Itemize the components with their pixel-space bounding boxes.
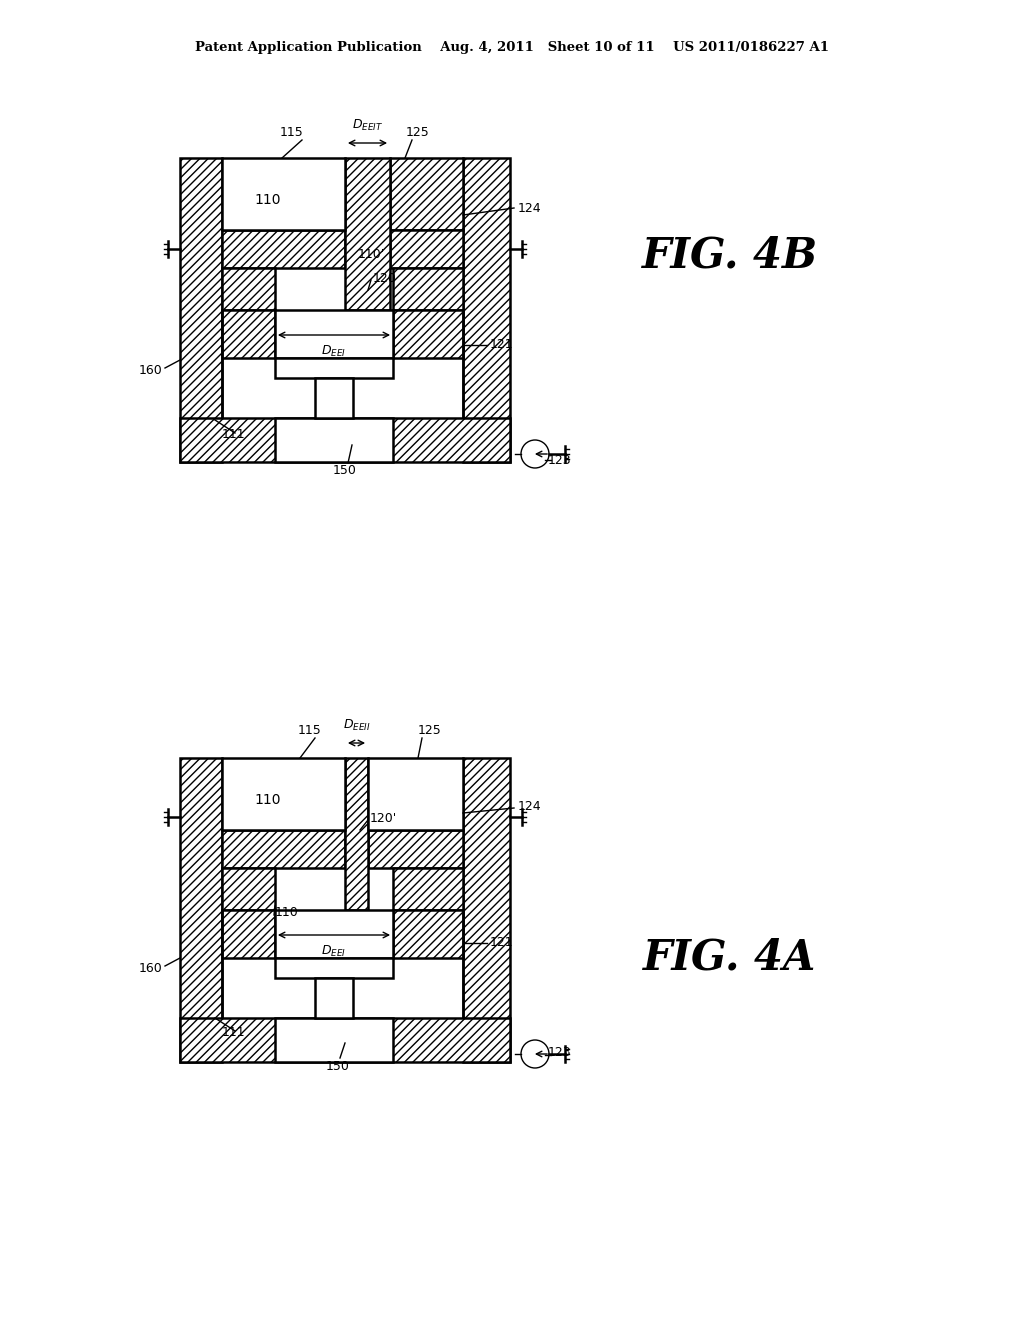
Bar — [222, 869, 275, 909]
Bar — [180, 758, 510, 1063]
Bar — [275, 310, 393, 358]
Bar — [222, 310, 275, 358]
Text: 115: 115 — [298, 725, 322, 738]
Bar — [275, 1018, 393, 1063]
Bar — [222, 758, 345, 830]
Bar — [315, 978, 353, 1018]
Bar — [463, 158, 510, 462]
Text: 150: 150 — [326, 1060, 350, 1072]
Text: 110': 110' — [358, 248, 385, 261]
Text: 125: 125 — [418, 725, 442, 738]
Text: 121: 121 — [490, 936, 514, 949]
Text: 160: 160 — [138, 961, 162, 974]
Text: Patent Application Publication    Aug. 4, 2011   Sheet 10 of 11    US 2011/01862: Patent Application Publication Aug. 4, 2… — [195, 41, 829, 54]
Text: 111: 111 — [222, 429, 246, 441]
Text: 110: 110 — [275, 907, 299, 920]
Bar — [180, 758, 222, 1063]
Bar — [275, 958, 393, 978]
Text: 121: 121 — [490, 338, 514, 351]
Text: 111: 111 — [222, 1027, 246, 1040]
Bar — [222, 230, 345, 268]
Text: 120: 120 — [373, 272, 396, 285]
Bar — [390, 230, 463, 268]
Text: $D_{EEI}$: $D_{EEI}$ — [322, 944, 346, 958]
Text: 124: 124 — [518, 202, 542, 214]
Bar — [393, 869, 463, 909]
Bar — [393, 268, 463, 310]
Text: $D_{EEII}$: $D_{EEII}$ — [343, 718, 371, 733]
Bar — [180, 418, 510, 462]
Text: $D_{EEI}$: $D_{EEI}$ — [322, 343, 346, 359]
Text: 123: 123 — [548, 454, 571, 466]
Bar — [180, 1018, 510, 1063]
Bar — [463, 758, 510, 1063]
Bar — [393, 310, 463, 358]
Bar — [180, 158, 510, 462]
Text: 115: 115 — [281, 127, 304, 140]
Bar — [222, 909, 275, 958]
Bar — [368, 830, 463, 869]
Bar — [345, 158, 390, 310]
Bar — [368, 758, 463, 830]
Text: FIG. 4A: FIG. 4A — [643, 937, 816, 979]
Bar — [222, 268, 275, 310]
Bar — [222, 830, 345, 869]
Bar — [315, 378, 353, 418]
Text: 123: 123 — [548, 1047, 571, 1060]
Bar — [275, 418, 393, 462]
Text: 120': 120' — [370, 812, 397, 825]
Bar — [275, 909, 393, 958]
Bar — [393, 909, 463, 958]
Text: 110: 110 — [255, 193, 282, 207]
Bar — [275, 358, 393, 378]
Bar — [222, 158, 345, 230]
Text: $D_{EEIT}$: $D_{EEIT}$ — [352, 117, 383, 132]
Text: 110: 110 — [255, 793, 282, 807]
Text: 124: 124 — [518, 800, 542, 813]
Text: 160: 160 — [138, 363, 162, 376]
Text: 125: 125 — [407, 127, 430, 140]
Bar — [180, 158, 222, 462]
Text: FIG. 4B: FIG. 4B — [642, 234, 818, 276]
Text: 150: 150 — [333, 463, 357, 477]
Bar — [390, 158, 463, 230]
Bar — [345, 758, 368, 909]
